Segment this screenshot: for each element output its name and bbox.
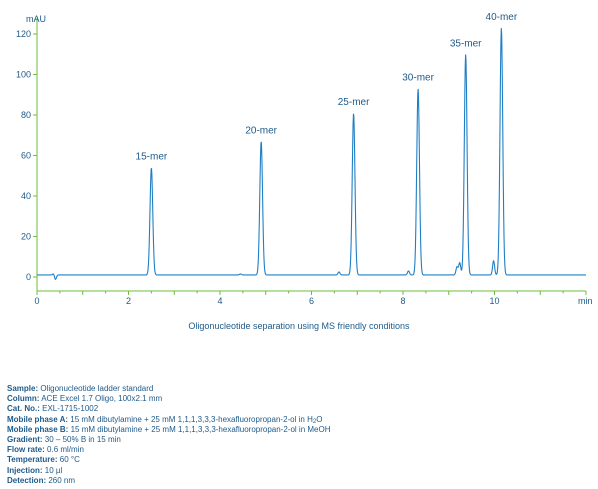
detail-value: 10 µl	[44, 465, 63, 475]
detail-key: Gradient:	[7, 435, 43, 445]
peak-labels: 15-mer 20-mer 25-mer 30-mer 35-mer 40-mer	[136, 12, 518, 163]
detail-value: Oligonucleotide ladder standard	[40, 384, 154, 393]
y-axis-unit: mAU	[26, 14, 46, 24]
peak-label-35-mer: 35-mer	[450, 38, 482, 49]
x-tick-label: 4	[217, 296, 222, 306]
detail-key: Detection:	[7, 475, 47, 485]
chromatogram-chart: 0 20 40 60 80 100 120 0 2 4 6 8 10 15-mer 20-mer 25-me…	[16, 12, 593, 306]
x-tick-label: 0	[34, 296, 39, 306]
detail-row: Cat. No.: EXL-1715-1002	[7, 404, 330, 414]
chart-caption: Oligonucleotide separation using MS frie…	[188, 321, 410, 331]
detail-row: Flow rate: 0.6 ml/min	[7, 445, 330, 455]
y-tick-label: 80	[21, 110, 31, 120]
detail-key: Mobile phase A:	[7, 414, 69, 424]
detail-value: 15 mM dibutylamine + 25 mM 1,1,1,3,3,3-h…	[70, 414, 313, 424]
detail-row: Injection: 10 µl	[7, 466, 330, 476]
detail-key: Column:	[7, 394, 40, 404]
detail-row: Column: ACE Excel 1.7 Oligo, 100x2.1 mm	[7, 394, 330, 404]
detail-key: Temperature:	[7, 455, 58, 465]
peak-label-20-mer: 20-mer	[245, 125, 277, 136]
detail-tail: O	[316, 414, 323, 424]
peak-label-40-mer: 40-mer	[486, 12, 518, 23]
chromatogram-trace	[37, 28, 586, 281]
method-details: Sample: Oligonucleotide ladder standard C…	[7, 384, 330, 486]
detail-row: Mobile phase A: 15 mM dibutylamine + 25 …	[7, 415, 330, 425]
x-tick-label: 8	[400, 296, 405, 306]
detail-key: Flow rate:	[7, 445, 45, 455]
detail-key: Injection:	[7, 465, 43, 475]
detail-value: 60 °C	[59, 455, 80, 465]
detail-key: Sample:	[7, 384, 39, 393]
y-tick-label: 60	[21, 151, 31, 161]
y-tick-label: 100	[16, 70, 31, 80]
y-tick-label: 40	[21, 191, 31, 201]
detail-value: 260 nm	[48, 475, 76, 485]
detail-key: Mobile phase B:	[7, 424, 69, 434]
detail-value: EXL-1715-1002	[42, 404, 99, 414]
detail-row: Gradient: 30 – 50% B in 15 min	[7, 435, 330, 445]
y-tick-label: 0	[26, 272, 31, 282]
peak-label-15-mer: 15-mer	[136, 152, 168, 163]
detail-value: 0.6 ml/min	[47, 445, 84, 455]
detail-value: 30 – 50% B in 15 min	[44, 435, 121, 445]
detail-key: Cat. No.:	[7, 404, 40, 414]
detail-subscript: 2	[312, 418, 317, 425]
axes: 0 20 40 60 80 100 120 0 2 4 6 8 10	[16, 18, 587, 306]
x-tick-label: 6	[309, 296, 314, 306]
peak-label-30-mer: 30-mer	[402, 73, 434, 84]
detail-row: Detection: 260 nm	[7, 476, 330, 486]
detail-row: Temperature: 60 °C	[7, 455, 330, 465]
y-tick-label: 20	[21, 232, 31, 242]
detail-row: Sample: Oligonucleotide ladder standard	[7, 384, 330, 394]
peak-label-25-mer: 25-mer	[338, 97, 370, 108]
detail-row: Mobile phase B: 15 mM dibutylamine + 25 …	[7, 425, 330, 435]
x-tick-label: 10	[489, 296, 499, 306]
detail-value: 15 mM dibutylamine + 25 mM 1,1,1,3,3,3-h…	[70, 424, 331, 434]
y-tick-label: 120	[16, 29, 31, 39]
x-axis-unit: min	[578, 296, 593, 306]
x-tick-label: 2	[126, 296, 131, 306]
detail-value: ACE Excel 1.7 Oligo, 100x2.1 mm	[41, 394, 163, 404]
